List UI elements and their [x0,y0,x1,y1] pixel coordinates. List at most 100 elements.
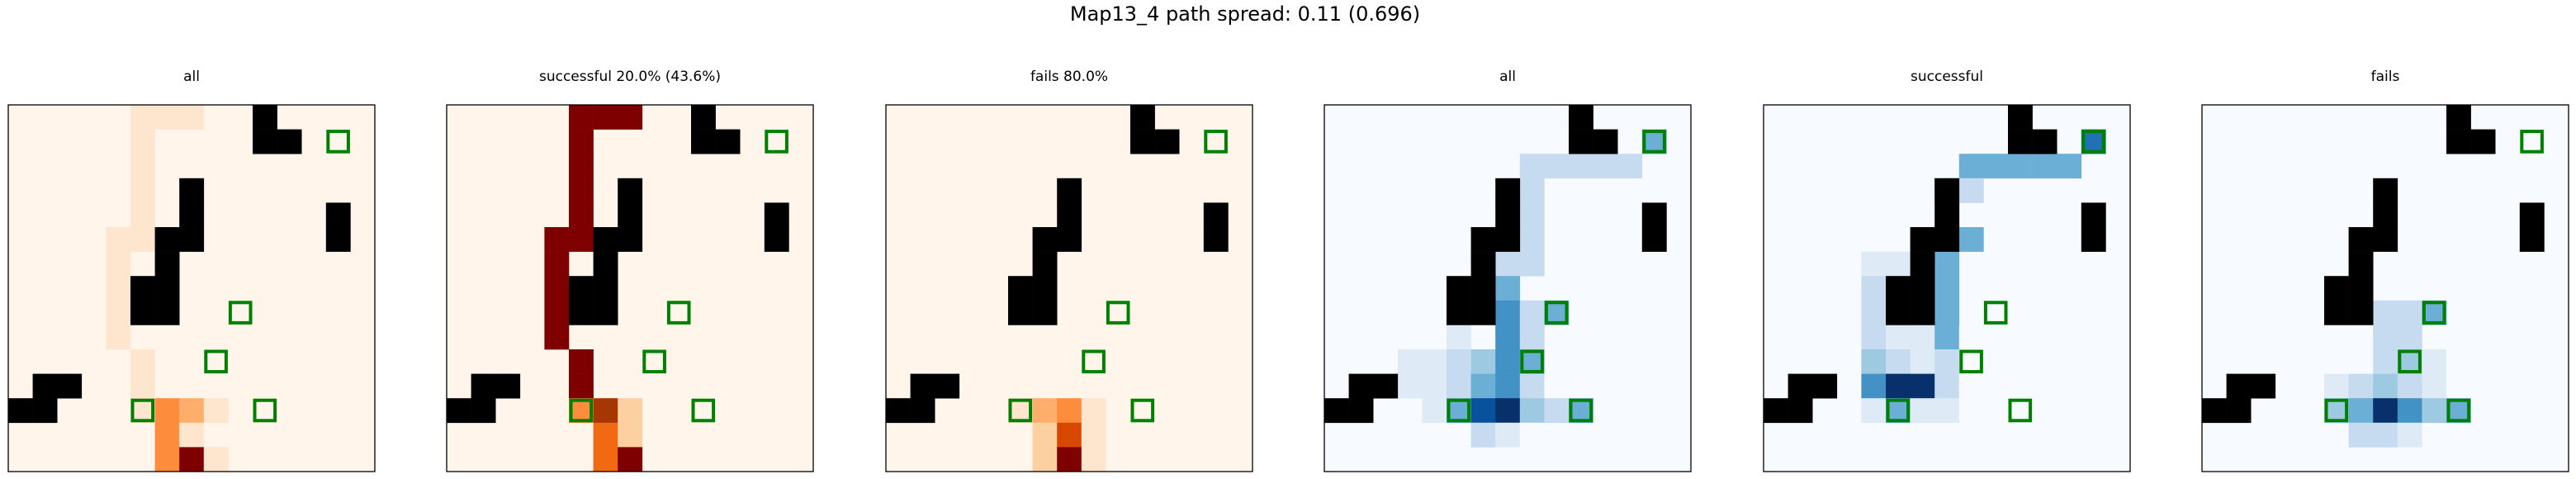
heatmap-cell [106,251,131,277]
heatmap-cell [593,447,618,472]
heatmap-cell [1495,300,1521,325]
heatmap-cell [1861,373,1887,399]
heatmap-cell [1983,154,2009,179]
goal-marker [765,130,788,154]
panel-title: successful [1911,69,1983,85]
panel-title: all [183,69,200,85]
wall-cell [130,276,155,301]
heatmap-cell [593,398,618,424]
wall-cell [764,202,789,228]
heatmap-cell [154,398,180,424]
heatmap-cell [2008,154,2033,179]
goal-marker [130,398,155,423]
heatmap-cell [1910,202,1935,228]
wall-cell [447,398,471,424]
wall-cell [1812,373,1838,399]
goal-marker [1569,398,1593,423]
heatmap-cell [1447,398,1471,424]
heatmap-cell [1519,129,1545,154]
heatmap-panel: all [7,69,376,472]
wall-cell [2519,202,2545,228]
wall-cell [154,300,180,325]
panel-frame [2201,104,2569,472]
wall-cell [1764,398,1788,424]
wall-cell [2081,202,2106,228]
heatmap-cell [2324,373,2349,399]
heatmap-cell [618,398,643,424]
goal-marker [1106,301,1130,325]
heatmap-panel: fails [2201,69,2569,472]
heatmap-cell [2057,129,2082,154]
wall-cell [2519,227,2545,252]
wall-cell [1130,129,1155,154]
wall-cell [1886,300,1911,325]
wall-cell [179,227,205,252]
heatmap-cell [1397,373,1423,399]
heatmap-cell [1958,227,1984,252]
heatmap-cell [1519,373,1545,399]
heatmap-cell [569,178,594,203]
wall-cell [2008,105,2033,130]
heatmap-cell [1422,325,1447,350]
panel-frame [446,104,814,472]
heatmap-cell [1544,300,1570,325]
heatmap-cell [544,251,570,277]
wall-cell [1470,227,1496,252]
heatmap-cell [2446,349,2471,374]
heatmap-cell [154,422,180,448]
wall-cell [325,227,351,252]
goal-marker [1520,349,1544,374]
goal-marker [2422,301,2446,325]
heatmap-cell [1934,325,1960,350]
wall-cell [1008,300,1033,325]
heatmap-cell [2348,398,2374,424]
wall-cell [1130,105,1155,130]
heatmap-cell [1519,178,1545,203]
wall-cell [1032,300,1058,325]
heatmap-panel: successful [1763,69,2131,472]
heatmap-cell [130,105,155,130]
heatmap-cell [569,349,594,374]
wall-cell [1324,398,1349,424]
heatmap-cell [1593,154,1618,179]
heatmap-cell [2397,373,2422,399]
heatmap-cell [2373,349,2398,374]
goal-marker [2081,130,2105,154]
wall-cell [1495,178,1521,203]
heatmap-cell [1495,276,1521,301]
wall-cell [2348,300,2374,325]
wall-cell [2226,398,2252,424]
wall-cell [2324,300,2349,325]
heatmap-cell [1519,154,1545,179]
heatmap-cell [1861,276,1887,301]
wall-cell [1886,276,1911,301]
wall-cell [1348,398,1374,424]
heatmap-cell [1934,349,1960,374]
heatmap-cell [1447,349,1471,374]
wall-cell [2373,202,2398,228]
wall-cell [2470,129,2496,154]
heatmap-cell [1861,325,1887,350]
wall-cell [886,398,911,424]
goal-marker [2446,398,2471,423]
goal-marker [569,398,594,423]
wall-cell [691,105,716,130]
wall-cell [2226,373,2252,399]
wall-cell [179,202,205,228]
goal-marker [1204,130,1228,154]
goal-marker [1447,398,1471,423]
heatmap-cell [106,227,131,252]
heatmap-cell [1057,398,1082,424]
heatmap-cell [1495,373,1521,399]
goal-marker [1008,398,1033,423]
heatmap-cell [1544,154,1570,179]
goal-marker [1082,349,1106,374]
wall-cell [764,227,789,252]
heatmap-cell [1081,447,1106,472]
heatmap-cell [130,202,155,228]
wall-cell [1447,276,1471,301]
wall-cell [2202,398,2227,424]
heatmap-cell [1081,422,1106,448]
wall-cell [471,398,496,424]
heatmap-cell [2373,373,2398,399]
